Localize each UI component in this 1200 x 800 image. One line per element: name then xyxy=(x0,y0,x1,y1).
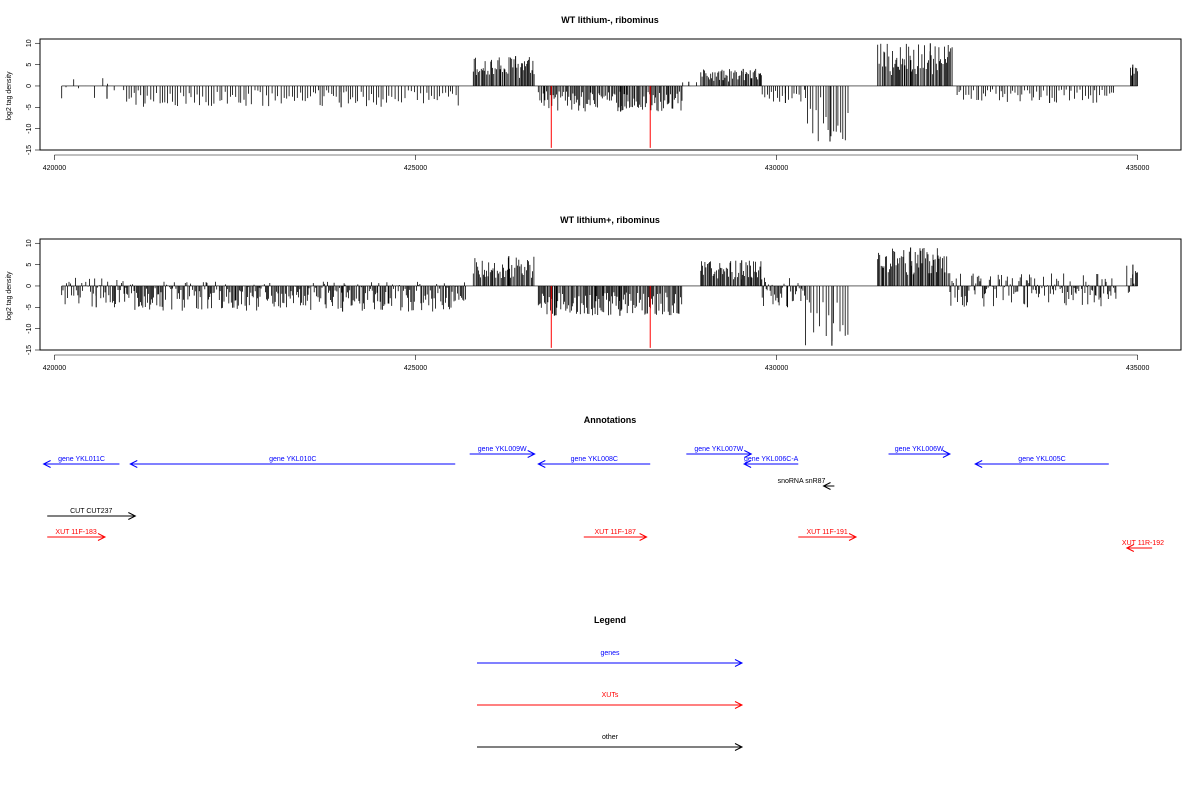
feature-label: XUT 11F-187 xyxy=(595,529,636,536)
annotation-feature: gene YKL006W xyxy=(888,446,952,458)
y-tick-label: 0 xyxy=(26,84,33,88)
feature-arrow-head xyxy=(97,533,107,541)
x-tick-label: 420000 xyxy=(43,165,66,172)
feature-arrow-head xyxy=(128,512,137,520)
x-tick-label: 425000 xyxy=(404,365,427,372)
feature-arrow-head xyxy=(744,450,753,458)
y-tick-label: 5 xyxy=(26,63,33,67)
y-tick-label: -10 xyxy=(26,123,33,133)
y-tick-label: 10 xyxy=(26,39,33,47)
bars-group xyxy=(61,43,1138,142)
y-tick-label: 0 xyxy=(26,284,33,288)
feature-arrow-head xyxy=(527,450,536,458)
legend-arrow-head xyxy=(734,701,744,709)
feature-label: XUT 11F-183 xyxy=(55,529,96,536)
x-tick-label: 435000 xyxy=(1126,165,1149,172)
legend-title: Legend xyxy=(594,615,626,625)
feature-label: gene YKL006C-A xyxy=(744,456,799,463)
y-axis-label: log2 tag density xyxy=(6,71,13,121)
feature-label: gene YKL005C xyxy=(1018,456,1065,463)
feature-label: gene YKL011C xyxy=(58,456,105,463)
y-tick-label: 5 xyxy=(26,263,33,267)
y-tick-label: -5 xyxy=(26,104,33,110)
annotation-feature: gene YKL006C-A xyxy=(742,456,799,468)
feature-arrow-head xyxy=(1125,544,1135,552)
annotation-feature: gene YKL010C xyxy=(129,456,456,468)
annotation-feature: XUT 11F-187 xyxy=(583,529,648,541)
y-tick-label: -15 xyxy=(26,345,33,355)
annotation-feature: gene YKL005C xyxy=(974,456,1109,468)
x-tick-label: 430000 xyxy=(765,365,788,372)
legend-item-genes: genes xyxy=(477,650,744,667)
feature-arrow-head xyxy=(537,460,546,468)
feature-arrow-head xyxy=(742,460,752,468)
annotation-feature: snoRNA snR87 xyxy=(778,478,835,490)
feature-arrow-head xyxy=(42,460,51,468)
legend-arrow-head xyxy=(734,659,744,667)
y-tick-label: -10 xyxy=(26,323,33,333)
feature-label: snoRNA snR87 xyxy=(778,478,826,485)
feature-arrow-head xyxy=(942,450,952,458)
legend-items: genes XUTs other xyxy=(477,650,744,751)
panel-title: WT lithium-, ribominus xyxy=(561,15,659,25)
x-tick-label: 420000 xyxy=(43,365,66,372)
legend-item-xuts: XUTs xyxy=(477,692,744,709)
x-tick-label: 425000 xyxy=(404,165,427,172)
feature-arrow-head xyxy=(822,482,831,490)
annotations-panel: Annotations gene YKL011C gene YKL010Cgene… xyxy=(42,415,1164,552)
y-tick-label: -5 xyxy=(26,304,33,310)
feature-label: gene YKL006W xyxy=(895,446,944,453)
legend-panel: Legend genes XUTs other xyxy=(477,615,744,751)
y-axis: -15 -10 -5 0 5 10 xyxy=(26,39,41,155)
legend-label: genes xyxy=(600,650,620,657)
annotation-feature: XUT 11F-183 xyxy=(47,529,107,541)
annotation-feature: XUT 11R-192 xyxy=(1122,540,1164,552)
annotation-feature: gene YKL008C xyxy=(537,456,651,468)
annotation-feature: CUT CUT237 xyxy=(47,508,137,520)
feature-label: gene YKL009W xyxy=(478,446,527,453)
feature-arrow-head xyxy=(129,460,138,468)
y-axis: -15 -10 -5 0 5 10 xyxy=(26,239,41,355)
y-axis-label: log2 tag density xyxy=(6,271,13,321)
annotations-title: Annotations xyxy=(584,415,637,425)
track-panel-lithium-plus: WT lithium+, ribominus log2 tag density … xyxy=(6,215,1182,372)
legend-label: XUTs xyxy=(602,692,619,699)
feature-label: CUT CUT237 xyxy=(70,508,112,515)
annotation-feature: gene YKL011C xyxy=(42,456,120,468)
feature-label: XUT 11R-192 xyxy=(1122,540,1164,547)
legend-label: other xyxy=(602,734,619,741)
legend-item-other: other xyxy=(477,734,744,751)
annotation-features: gene YKL011C gene YKL010C gene YKL009W gene… xyxy=(42,446,1164,552)
annotation-feature: XUT 11F-191 xyxy=(798,529,858,541)
y-tick-label: -15 xyxy=(26,145,33,155)
annotation-feature: gene YKL009W xyxy=(469,446,536,458)
feature-label: gene YKL007W xyxy=(694,446,743,453)
feature-label: gene YKL010C xyxy=(269,456,316,463)
x-axis: 420000 425000 430000 435000 xyxy=(43,154,1149,172)
legend-arrow-head xyxy=(734,743,744,751)
x-tick-label: 435000 xyxy=(1126,365,1149,372)
panel-title: WT lithium+, ribominus xyxy=(560,215,660,225)
highlight-bars-group xyxy=(550,85,651,148)
bars-group xyxy=(61,247,1138,346)
feature-arrow-head xyxy=(974,460,983,468)
feature-arrow-head xyxy=(639,533,648,541)
feature-label: XUT 11F-191 xyxy=(806,529,847,536)
y-tick-label: 10 xyxy=(26,239,33,247)
feature-label: gene YKL008C xyxy=(571,456,618,463)
annotation-feature: gene YKL007W xyxy=(686,446,753,458)
feature-arrow-head xyxy=(848,533,858,541)
x-axis: 420000 425000 430000 435000 xyxy=(43,354,1149,372)
track-panel-lithium-minus: WT lithium-, ribominus log2 tag density … xyxy=(6,15,1182,172)
x-tick-label: 430000 xyxy=(765,165,788,172)
highlight-bars-group xyxy=(550,285,651,348)
